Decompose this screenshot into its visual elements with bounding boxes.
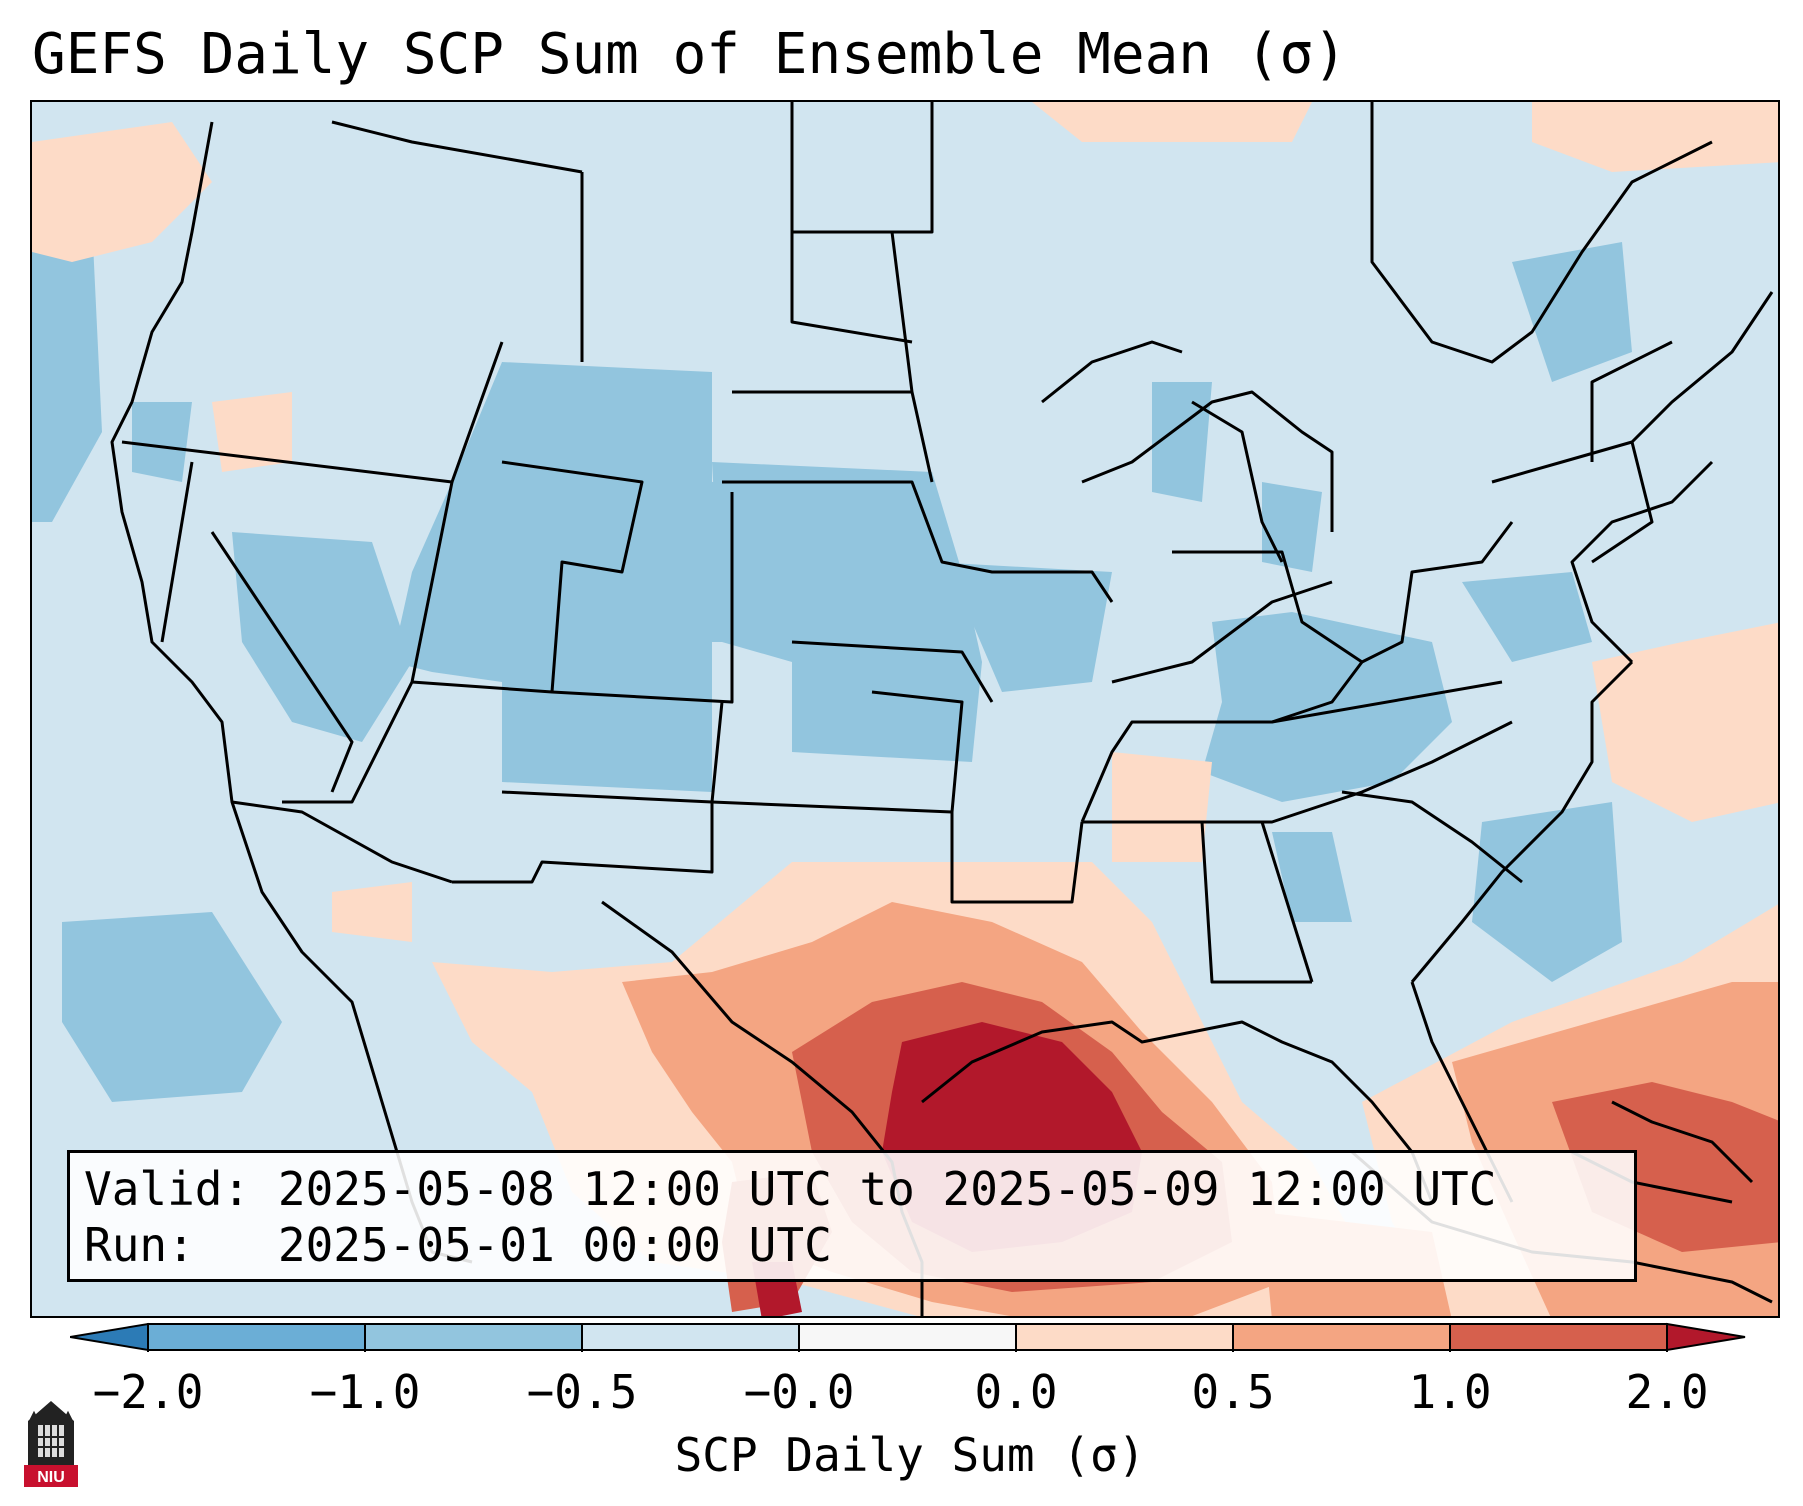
colorbar-segment [148,1324,365,1350]
valid-run-infobox: Valid: 2025-05-08 12:00 UTC to 2025-05-0… [67,1150,1637,1282]
map-canvas [32,102,1778,1316]
colorbar-tick-label: 0.5 [1191,1365,1275,1419]
colorbar-tick-label: −0.5 [526,1365,638,1419]
run-label: Run: [84,1218,195,1272]
colorbar-tick-label: 0.0 [974,1365,1058,1419]
colorbar-segment [365,1324,582,1350]
map-panel [30,100,1780,1318]
colorbar [70,1322,1746,1352]
plot-title: GEFS Daily SCP Sum of Ensemble Mean (σ) [32,22,1347,87]
colorbar-tick-label: 2.0 [1625,1365,1709,1419]
state-boundaries [110,102,1774,1264]
colorbar-segment [1233,1324,1450,1350]
colorbar-ticks [147,1324,1668,1352]
run-time: 2025-05-01 00:00 UTC [277,1218,832,1272]
colorbar-segment [1016,1324,1233,1350]
colorbar-tick-label: −0.0 [743,1365,855,1419]
niu-logo-icon: NIU [24,1401,78,1487]
svg-text:NIU: NIU [37,1469,65,1486]
colorbar-label: SCP Daily Sum (σ) [674,1428,1146,1482]
colorbar-segment [1450,1324,1667,1350]
colorbar-tick-label: −1.0 [309,1365,421,1419]
colorbar-extend-high [1666,1322,1746,1352]
colorbar-tick-label: −2.0 [92,1365,204,1419]
valid-time-range: 2025-05-08 12:00 UTC to 2025-05-09 12:00… [277,1162,1497,1216]
negative-anomaly-regions [32,222,1632,1102]
valid-label: Valid: [84,1162,251,1216]
colorbar-segment [582,1324,799,1350]
colorbar-tick-label: 1.0 [1408,1365,1492,1419]
colorbar-segment [799,1324,1016,1350]
colorbar-extend-low [70,1322,149,1352]
